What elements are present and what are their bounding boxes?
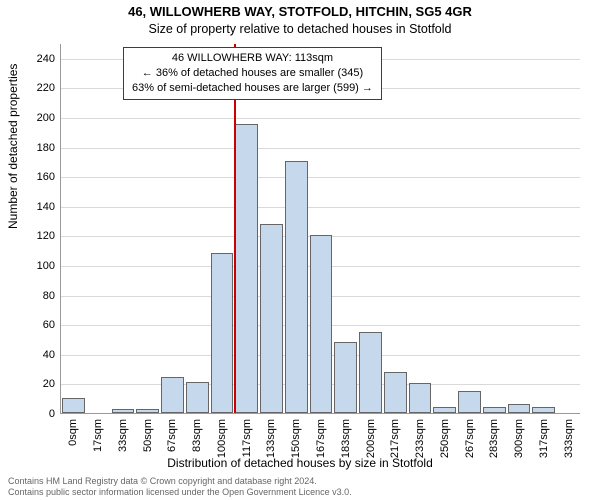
x-tick-label: 300sqm (513, 419, 525, 458)
histogram-bar (235, 124, 258, 413)
histogram-bar (483, 407, 506, 413)
x-tick-label: 0sqm (67, 419, 79, 446)
page-title: 46, WILLOWHERB WAY, STOTFOLD, HITCHIN, S… (0, 4, 600, 19)
histogram-bar (384, 372, 407, 413)
y-tick-label: 100 (37, 260, 55, 272)
annotation-line-1: 46 WILLOWHERB WAY: 113sqm (132, 51, 373, 66)
x-tick-label: 167sqm (315, 419, 327, 458)
x-tick-label: 283sqm (488, 419, 500, 458)
y-axis-label: Number of detached properties (6, 64, 20, 229)
x-tick-label: 33sqm (117, 419, 129, 452)
gridline (61, 207, 580, 208)
x-tick-label: 83sqm (191, 419, 203, 452)
gridline (61, 177, 580, 178)
y-tick-label: 160 (37, 171, 55, 183)
x-tick-label: 50sqm (142, 419, 154, 452)
histogram-bar (458, 391, 481, 413)
x-tick-label: 333sqm (563, 419, 575, 458)
x-tick-label: 100sqm (216, 419, 228, 458)
y-tick-label: 220 (37, 82, 55, 94)
x-tick-label: 133sqm (265, 419, 277, 458)
x-tick-label: 317sqm (538, 419, 550, 458)
y-tick-label: 140 (37, 201, 55, 213)
y-tick-label: 60 (43, 319, 55, 331)
histogram-bar (433, 407, 456, 413)
annotation-line-3: 63% of semi-detached houses are larger (… (132, 81, 373, 96)
histogram-bar (310, 235, 333, 413)
histogram-bar (211, 253, 234, 413)
x-tick-label: 150sqm (290, 419, 302, 458)
y-tick-label: 0 (49, 408, 55, 420)
annotation-line-2: ← 36% of detached houses are smaller (34… (132, 66, 373, 81)
x-tick-label: 17sqm (92, 419, 104, 452)
y-tick-label: 40 (43, 349, 55, 361)
histogram-bar (532, 407, 555, 413)
histogram-bar (161, 377, 184, 413)
x-tick-label: 117sqm (241, 419, 253, 457)
gridline (61, 118, 580, 119)
histogram-bar (260, 224, 283, 413)
x-axis-label: Distribution of detached houses by size … (0, 456, 600, 470)
y-tick-label: 20 (43, 378, 55, 390)
x-tick-label: 250sqm (439, 419, 451, 458)
page-subtitle: Size of property relative to detached ho… (0, 22, 600, 36)
footer-line-2: Contains public sector information licen… (8, 487, 352, 498)
x-tick-label: 200sqm (365, 419, 377, 458)
y-tick-label: 120 (37, 230, 55, 242)
gridline (61, 148, 580, 149)
histogram-bar (359, 332, 382, 413)
y-tick-label: 200 (37, 112, 55, 124)
histogram-bar (508, 404, 531, 413)
histogram-bar (334, 342, 357, 413)
histogram-bar (112, 409, 135, 413)
histogram-bar (186, 382, 209, 413)
footer-line-1: Contains HM Land Registry data © Crown c… (8, 476, 352, 487)
y-tick-label: 240 (37, 53, 55, 65)
histogram-bar (136, 409, 159, 413)
x-tick-label: 267sqm (464, 419, 476, 458)
x-tick-label: 217sqm (389, 419, 401, 458)
x-tick-label: 183sqm (340, 419, 352, 458)
x-tick-label: 233sqm (414, 419, 426, 458)
histogram-bar (285, 161, 308, 413)
x-tick-label: 67sqm (166, 419, 178, 452)
chart-plot-area: 0204060801001201401601802002202400sqm17s… (60, 44, 580, 414)
footer-text: Contains HM Land Registry data © Crown c… (8, 476, 352, 499)
y-tick-label: 80 (43, 290, 55, 302)
histogram-bar (62, 398, 85, 413)
y-tick-label: 180 (37, 142, 55, 154)
histogram-bar (409, 383, 432, 413)
annotation-box: 46 WILLOWHERB WAY: 113sqm ← 36% of detac… (123, 47, 382, 100)
